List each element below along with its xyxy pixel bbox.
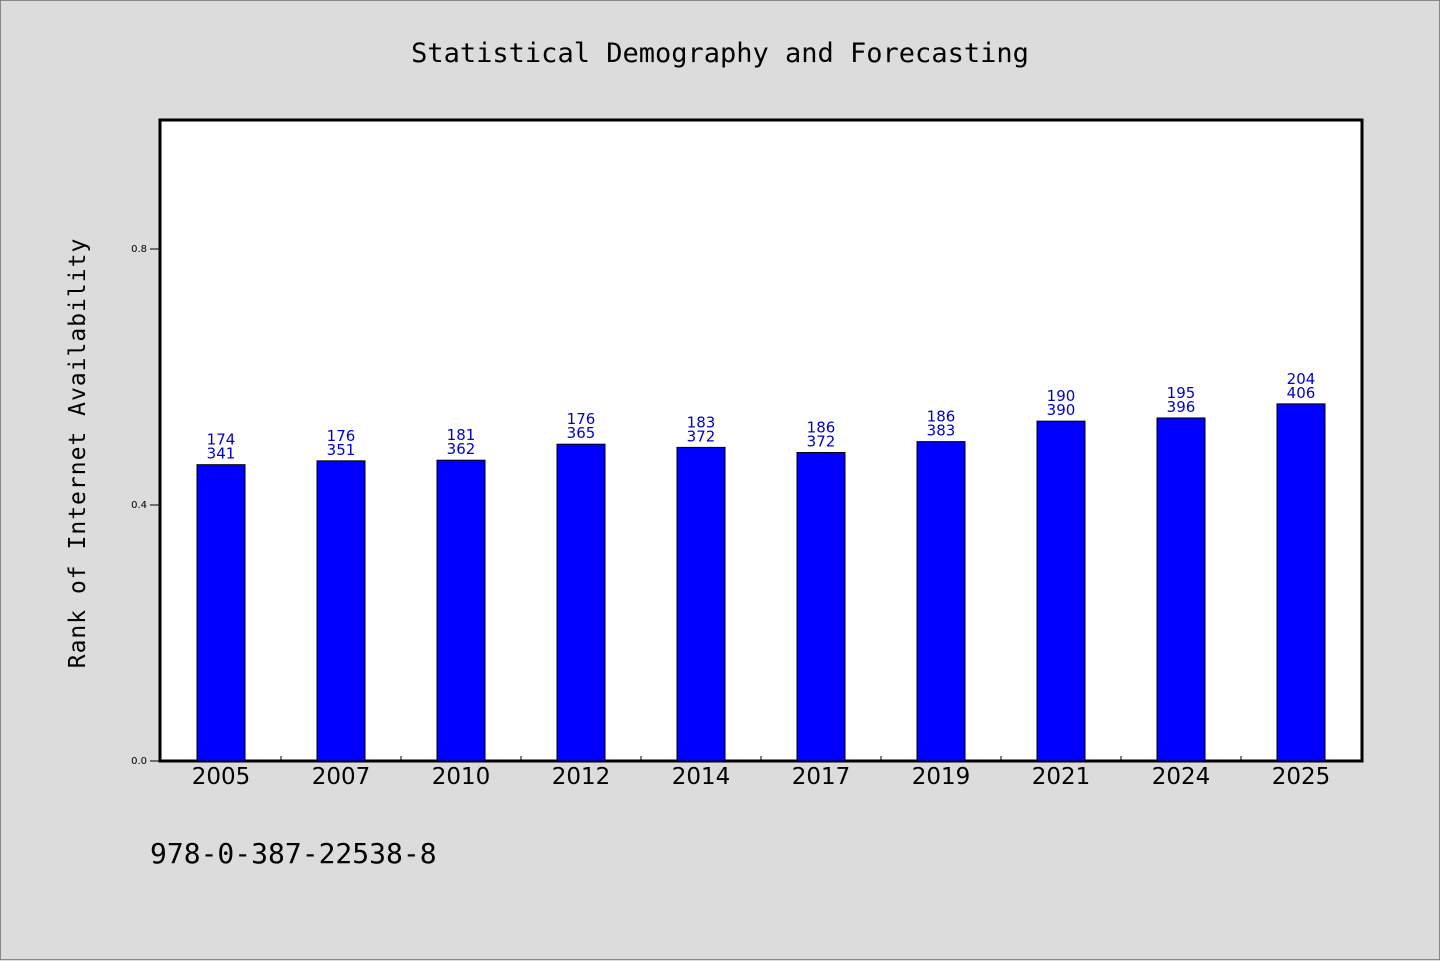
data-label-top-2005: 174 (207, 431, 236, 449)
data-label-top-2025: 204 (1287, 370, 1316, 388)
y-tick-label: 0.4 (131, 500, 147, 511)
isbn-footer: 978-0-387-22538-8 (150, 837, 437, 870)
data-label-bottom-2019: 383 (927, 422, 956, 440)
bar-2019 (916, 441, 966, 762)
data-label-top-2014: 183 (687, 413, 716, 431)
bar-2010 (436, 459, 486, 762)
x-tick-label-2007: 2007 (312, 764, 371, 790)
chart-title: Statistical Demography and Forecasting (411, 38, 1029, 69)
data-label-bottom-2007: 351 (327, 441, 356, 459)
data-label-top-2019: 186 (927, 408, 956, 426)
bar-2005 (196, 464, 246, 762)
data-label-bottom-2012: 365 (567, 424, 596, 442)
bar-2012 (556, 443, 606, 762)
bar-2007 (316, 460, 366, 762)
data-label-top-2017: 186 (807, 419, 836, 437)
x-tick-label-2024: 2024 (1152, 764, 1211, 790)
data-label-bottom-2025: 406 (1287, 384, 1316, 402)
y-tick-label: 0.8 (131, 244, 147, 255)
y-tick-label: 0.0 (131, 756, 147, 767)
x-tick-label-2010: 2010 (432, 764, 491, 790)
data-label-top-2021: 190 (1047, 387, 1076, 405)
y-axis: 0.0 0.4 0.8 (131, 244, 160, 767)
data-label-bottom-2010: 362 (447, 440, 476, 458)
data-label-bottom-2024: 396 (1167, 398, 1196, 416)
x-tick-label-2025: 2025 (1272, 764, 1331, 790)
data-label-top-2010: 181 (447, 426, 476, 444)
x-tick-label-2021: 2021 (1032, 764, 1091, 790)
data-label-top-2007: 176 (327, 427, 356, 445)
x-tick-label-2017: 2017 (792, 764, 851, 790)
bar-2024 (1156, 417, 1206, 762)
x-tick-label-2014: 2014 (672, 764, 731, 790)
bar-2025 (1276, 403, 1326, 762)
data-label-top-2024: 195 (1167, 384, 1196, 402)
x-tick-label-2019: 2019 (912, 764, 971, 790)
data-label-bottom-2021: 390 (1047, 401, 1076, 419)
data-label-bottom-2014: 372 (687, 427, 716, 445)
data-label-bottom-2017: 372 (807, 433, 836, 451)
data-label-top-2012: 176 (567, 410, 596, 428)
data-label-bottom-2005: 341 (207, 445, 236, 463)
x-tick-label-2012: 2012 (552, 764, 611, 790)
bar-2014 (676, 446, 726, 762)
bar-2021 (1036, 420, 1086, 762)
bars-layer (196, 403, 1326, 762)
y-axis-label: Rank of Internet Availability (65, 238, 91, 669)
x-axis: 2005 2007 2010 2012 2014 2017 2019 2021 2024 2025 (192, 756, 1331, 790)
x-tick-label-2005: 2005 (192, 764, 251, 790)
bar-2017 (796, 452, 846, 762)
